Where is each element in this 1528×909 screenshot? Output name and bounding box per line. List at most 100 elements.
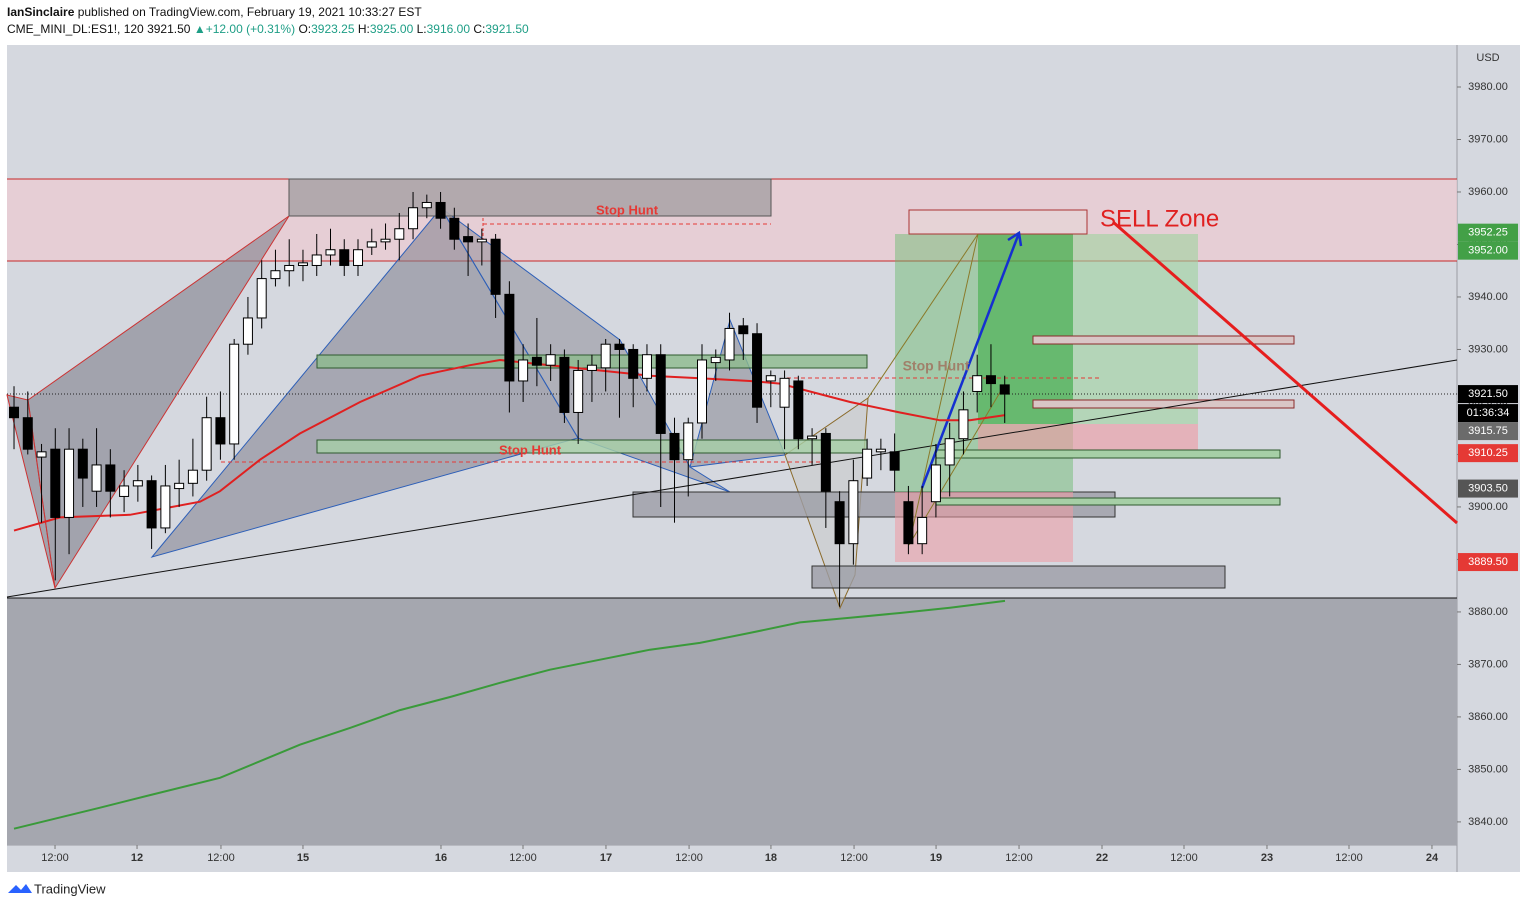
lower-zone <box>7 598 1457 845</box>
candle-body <box>64 448 75 518</box>
annotation: SELL Zone <box>1100 205 1219 232</box>
y-tick-label: 3900.00 <box>1468 501 1508 513</box>
candle-body <box>958 409 969 440</box>
y-tick-label: 3860.00 <box>1468 711 1508 723</box>
candle-body <box>628 348 639 379</box>
header-line: IanSinclaire published on TradingView.co… <box>7 5 422 19</box>
y-tick-label: 3960.00 <box>1468 186 1508 198</box>
x-tick-label: 16 <box>435 852 447 864</box>
candle-body <box>284 264 295 272</box>
pattern-leg <box>867 233 1006 546</box>
candle-body <box>174 482 185 490</box>
candle-body <box>944 438 955 466</box>
candle-body <box>36 451 47 458</box>
candle-body <box>132 480 143 487</box>
price-label-box <box>1458 422 1518 441</box>
x-tick-label: 23 <box>1261 852 1273 864</box>
candle-body <box>311 254 322 266</box>
candle-body <box>215 417 226 445</box>
zone-box <box>1032 399 1295 409</box>
price-label: 3952.25 <box>1468 227 1508 239</box>
candle-body <box>297 262 308 266</box>
price-label: 3889.50 <box>1468 556 1508 568</box>
candle-body <box>724 327 735 361</box>
x-tick-label: 19 <box>930 852 942 864</box>
x-tick-label: 12:00 <box>509 852 537 864</box>
x-tick-label: 15 <box>297 852 309 864</box>
candle-body <box>463 236 474 243</box>
x-tick-label: 12:00 <box>1335 852 1363 864</box>
candle-body <box>201 417 212 471</box>
candle-body <box>105 464 116 492</box>
annotation: Stop Hunt <box>903 358 970 374</box>
y-tick-label: 3970.00 <box>1468 133 1508 145</box>
price-label: 3921.50 <box>1468 388 1508 400</box>
candle-body <box>738 325 749 335</box>
x-tick-label: 12:00 <box>675 852 703 864</box>
candle-body <box>476 238 487 243</box>
l-label: L: <box>417 22 427 36</box>
x-tick-label: 17 <box>600 852 612 864</box>
price-label: 3903.50 <box>1468 482 1508 494</box>
candle-body <box>504 293 515 382</box>
target-zone <box>978 234 1073 424</box>
target-zone <box>1073 234 1198 424</box>
price-label: 3915.75 <box>1468 425 1508 437</box>
candle-body <box>972 375 983 392</box>
change: +12.00 (+0.31%) <box>206 22 295 36</box>
candle-body <box>339 249 350 266</box>
candle-body <box>160 485 171 529</box>
candle-body <box>50 448 61 518</box>
zone-box <box>935 449 1281 459</box>
price-label-box <box>1458 479 1518 498</box>
logo-icon <box>8 884 32 893</box>
candle-body <box>697 359 708 424</box>
sell-line <box>1112 220 1458 525</box>
candle-body <box>641 354 652 379</box>
close: 3921.50 <box>485 22 529 36</box>
candle-body <box>834 501 845 545</box>
price-label: 3952.00 <box>1468 245 1508 257</box>
candle-body <box>22 417 33 450</box>
h-label: H: <box>358 22 370 36</box>
drawings: Stop Hunt Stop Hunt Stop Hunt SELL Zone <box>6 178 1458 845</box>
x-tick-label: 24 <box>1426 852 1439 864</box>
sell-box <box>908 209 1088 235</box>
candle-body <box>985 375 996 385</box>
zone-box <box>1032 335 1295 345</box>
countdown-box <box>1458 404 1518 423</box>
candle-body <box>380 238 391 243</box>
price-label-box <box>1458 553 1518 572</box>
candle-body <box>586 364 597 371</box>
o-label: O: <box>298 22 311 36</box>
price-label-box <box>1458 223 1518 242</box>
candle-body <box>765 375 776 382</box>
y-tick-label: 3940.00 <box>1468 291 1508 303</box>
arrow: ▲ <box>194 22 206 36</box>
x-tick-label: 22 <box>1096 852 1108 864</box>
x-tick-label: 12:00 <box>207 852 235 864</box>
price-label: 3910.25 <box>1468 447 1508 459</box>
zone-box <box>935 497 1281 506</box>
last: 3921.50 <box>147 22 191 36</box>
candles <box>9 191 1010 607</box>
x-tick-label: 18 <box>765 852 777 864</box>
candle-body <box>325 249 336 256</box>
candle-body <box>903 501 914 545</box>
author: IanSinclaire <box>7 5 75 19</box>
low: 3916.00 <box>427 22 471 36</box>
candle-body <box>449 217 460 240</box>
candle-body <box>779 377 790 408</box>
logo-text[interactable]: TradingView <box>34 881 106 896</box>
candle-body <box>366 241 377 248</box>
x-tick-label: 12:00 <box>1005 852 1033 864</box>
candle-body <box>614 343 625 350</box>
projection-arrow-head <box>1007 230 1023 247</box>
high: 3925.00 <box>370 22 414 36</box>
candle-body <box>793 380 804 440</box>
candle-body <box>187 469 198 484</box>
countdown: 01:36:34 <box>1467 407 1510 419</box>
trend-line <box>6 359 1458 598</box>
candle-body <box>229 343 240 445</box>
candle-body <box>573 369 584 413</box>
